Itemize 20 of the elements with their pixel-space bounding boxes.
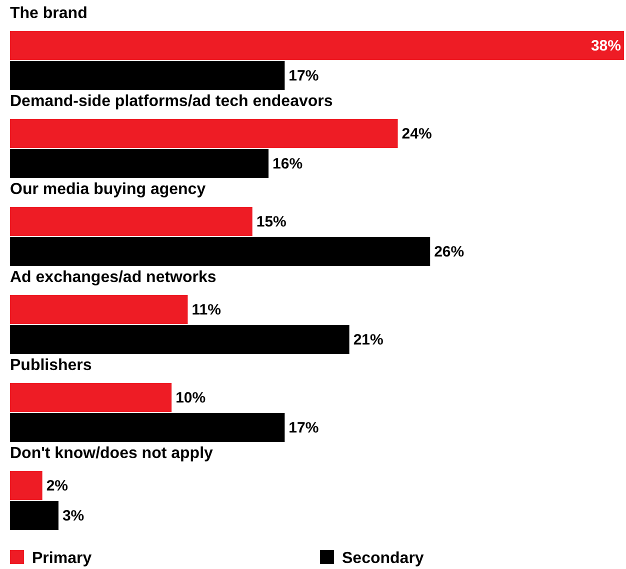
data-label: 17% — [288, 68, 319, 84]
data-label: 26% — [434, 244, 464, 260]
y-tick-label: Publishers — [10, 357, 92, 374]
legend-label: Secondary — [342, 550, 424, 567]
data-label: 15% — [256, 214, 286, 230]
y-tick-label: Our media buying agency — [10, 181, 206, 198]
data-label: 38% — [590, 38, 621, 54]
data-label: 2% — [46, 478, 68, 494]
y-tick-label: The brand — [10, 5, 88, 22]
y-tick-label: Don't know/does not apply — [10, 445, 214, 462]
data-label: 11% — [192, 302, 221, 318]
data-label: 17% — [288, 420, 319, 436]
y-tick-label: Demand-side platforms/ad tech endeavors — [10, 93, 333, 110]
data-label: 10% — [176, 390, 206, 406]
y-tick-label: Ad exchanges/ad networks — [10, 269, 216, 286]
data-label: 21% — [353, 332, 384, 348]
data-label: 3% — [62, 508, 84, 524]
data-label: 16% — [272, 156, 303, 172]
data-label: 24% — [402, 126, 432, 142]
legend-label: Primary — [32, 550, 92, 567]
